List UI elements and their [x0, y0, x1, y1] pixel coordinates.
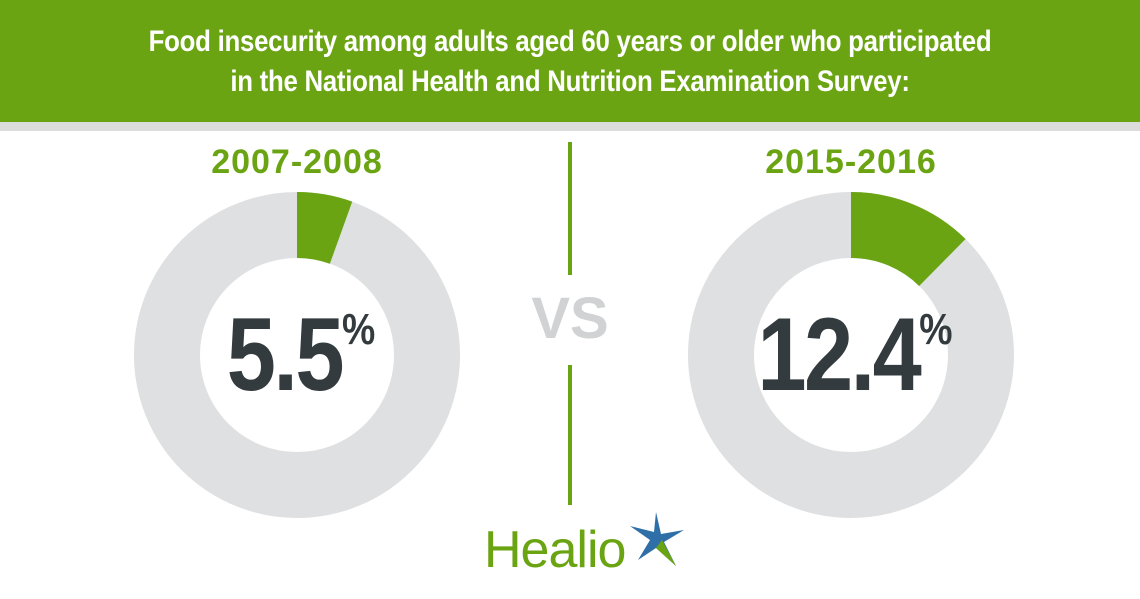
value-unit: % [341, 305, 376, 354]
donut-segment-2015-2016 [851, 192, 966, 286]
value-label-2015: 12.4% [711, 300, 1000, 410]
value-number: 12.4 [757, 297, 921, 413]
header-divider [0, 122, 1140, 131]
value-label-2007: 5.5% [157, 300, 446, 410]
header-banner: Food insecurity among adults aged 60 yea… [0, 0, 1140, 122]
healio-logo: Healio [484, 512, 684, 580]
header-title-line1: Food insecurity among adults aged 60 yea… [148, 25, 992, 58]
star-icon [630, 512, 684, 566]
value-unit: % [919, 305, 953, 354]
vs-label: VS [531, 286, 609, 351]
logo-text: Healio [484, 521, 626, 579]
header-title-line2: in the National Health and Nutrition Exa… [230, 65, 910, 98]
divider-line-bottom [568, 365, 572, 505]
chart-title-2015: 2015-2016 [765, 143, 937, 181]
value-number: 5.5 [226, 297, 345, 413]
chart-title-2007: 2007-2008 [211, 143, 383, 181]
donut-segment-2007-2008 [297, 192, 353, 264]
divider-line-top [568, 142, 572, 275]
